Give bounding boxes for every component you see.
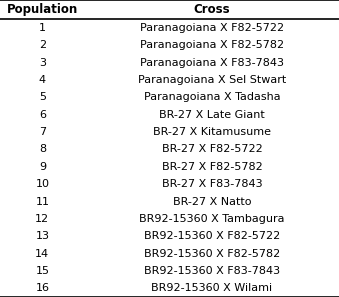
Text: BR-27 X F82-5722: BR-27 X F82-5722	[161, 144, 262, 154]
Text: BR-27 X F83-7843: BR-27 X F83-7843	[162, 179, 262, 189]
Text: 11: 11	[35, 197, 49, 206]
Text: Cross: Cross	[194, 3, 230, 16]
Text: BR-27 X F82-5782: BR-27 X F82-5782	[161, 162, 262, 172]
Text: 9: 9	[39, 162, 46, 172]
Text: BR92-15360 X Wilami: BR92-15360 X Wilami	[151, 283, 273, 293]
Text: 3: 3	[39, 58, 46, 68]
Text: 6: 6	[39, 110, 46, 120]
Text: BR-27 X Natto: BR-27 X Natto	[173, 197, 251, 206]
Text: 7: 7	[39, 127, 46, 137]
Text: BR92-15360 X Tambagura: BR92-15360 X Tambagura	[139, 214, 285, 224]
Text: 14: 14	[35, 249, 49, 259]
Text: 2: 2	[39, 40, 46, 50]
Text: Paranagoiana X Sel Stwart: Paranagoiana X Sel Stwart	[138, 75, 286, 85]
Text: BR-27 X Kitamusume: BR-27 X Kitamusume	[153, 127, 271, 137]
Text: Paranagoiana X F83-7843: Paranagoiana X F83-7843	[140, 58, 284, 68]
Text: 15: 15	[35, 266, 49, 276]
Text: Population: Population	[7, 3, 78, 16]
Text: Paranagoiana X F82-5782: Paranagoiana X F82-5782	[140, 40, 284, 50]
Text: 16: 16	[35, 283, 49, 293]
Text: Paranagoiana X F82-5722: Paranagoiana X F82-5722	[140, 23, 284, 33]
Text: BR92-15360 X F82-5782: BR92-15360 X F82-5782	[144, 249, 280, 259]
Text: BR92-15360 X F83-7843: BR92-15360 X F83-7843	[144, 266, 280, 276]
Text: 8: 8	[39, 144, 46, 154]
Text: 5: 5	[39, 92, 46, 102]
Text: 13: 13	[35, 231, 49, 241]
Text: 12: 12	[35, 214, 49, 224]
Text: Paranagoiana X Tadasha: Paranagoiana X Tadasha	[143, 92, 280, 102]
Text: 10: 10	[35, 179, 49, 189]
Text: BR92-15360 X F82-5722: BR92-15360 X F82-5722	[144, 231, 280, 241]
Text: 4: 4	[39, 75, 46, 85]
Text: 1: 1	[39, 23, 46, 33]
Text: BR-27 X Late Giant: BR-27 X Late Giant	[159, 110, 265, 120]
